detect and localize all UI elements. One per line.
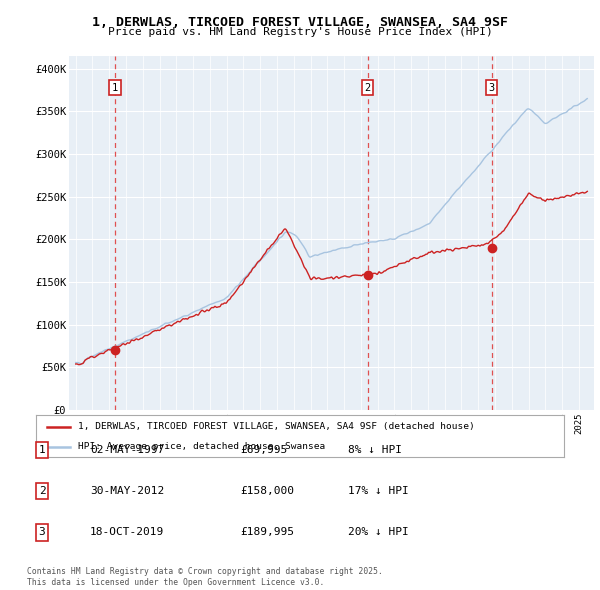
Text: 3: 3 — [38, 527, 46, 537]
Text: 2: 2 — [365, 83, 371, 93]
Text: 1, DERWLAS, TIRCOED FOREST VILLAGE, SWANSEA, SA4 9SF: 1, DERWLAS, TIRCOED FOREST VILLAGE, SWAN… — [92, 16, 508, 29]
Text: 30-MAY-2012: 30-MAY-2012 — [90, 486, 164, 496]
Text: 18-OCT-2019: 18-OCT-2019 — [90, 527, 164, 537]
Text: £158,000: £158,000 — [240, 486, 294, 496]
Text: Contains HM Land Registry data © Crown copyright and database right 2025.
This d: Contains HM Land Registry data © Crown c… — [27, 568, 383, 586]
Text: 2: 2 — [38, 486, 46, 496]
Text: Price paid vs. HM Land Registry's House Price Index (HPI): Price paid vs. HM Land Registry's House … — [107, 28, 493, 37]
Text: 20% ↓ HPI: 20% ↓ HPI — [348, 527, 409, 537]
Text: £69,995: £69,995 — [240, 445, 287, 455]
Text: 1, DERWLAS, TIRCOED FOREST VILLAGE, SWANSEA, SA4 9SF (detached house): 1, DERWLAS, TIRCOED FOREST VILLAGE, SWAN… — [78, 422, 475, 431]
Text: 17% ↓ HPI: 17% ↓ HPI — [348, 486, 409, 496]
Text: 1: 1 — [112, 83, 118, 93]
Text: 1: 1 — [38, 445, 46, 455]
Text: 02-MAY-1997: 02-MAY-1997 — [90, 445, 164, 455]
Text: HPI: Average price, detached house, Swansea: HPI: Average price, detached house, Swan… — [78, 442, 325, 451]
Text: 8% ↓ HPI: 8% ↓ HPI — [348, 445, 402, 455]
Text: 3: 3 — [488, 83, 495, 93]
Text: £189,995: £189,995 — [240, 527, 294, 537]
